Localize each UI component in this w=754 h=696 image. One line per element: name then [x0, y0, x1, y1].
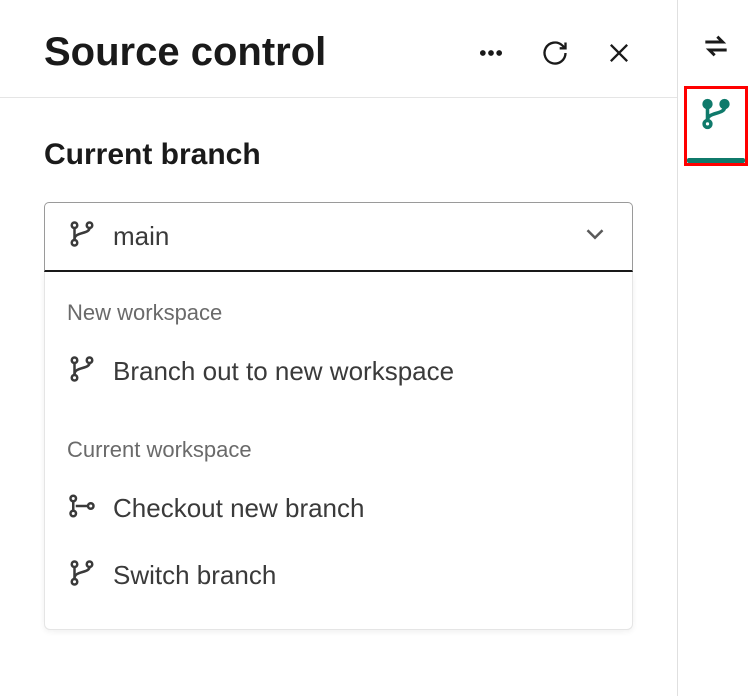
branch-dropdown[interactable]: main	[44, 202, 633, 272]
more-options-icon[interactable]	[477, 39, 505, 67]
menu-item-branch-out[interactable]: Branch out to new workspace	[45, 338, 632, 405]
right-rail	[678, 0, 754, 696]
branch-icon	[67, 558, 97, 593]
branch-icon	[67, 354, 97, 389]
sync-icon[interactable]	[700, 30, 732, 62]
source-control-rail-icon	[699, 97, 733, 136]
panel-title: Source control	[44, 30, 326, 75]
section-label: Current branch	[44, 138, 633, 172]
checkout-icon	[67, 491, 97, 526]
dropdown-left: main	[67, 219, 169, 254]
panel-content: Current branch main	[0, 98, 677, 670]
panel-header: Source control	[0, 0, 677, 98]
refresh-icon[interactable]	[541, 39, 569, 67]
dropdown-value: main	[113, 221, 169, 252]
menu-item-label: Branch out to new workspace	[113, 356, 454, 387]
menu-item-switch-branch[interactable]: Switch branch	[45, 542, 632, 609]
branch-icon	[67, 219, 97, 254]
close-icon[interactable]	[605, 39, 633, 67]
menu-item-label: Switch branch	[113, 560, 276, 591]
menu-section-current-workspace: Current workspace	[45, 425, 632, 475]
source-control-panel: Source control Cu	[0, 0, 678, 696]
menu-section-new-workspace: New workspace	[45, 288, 632, 338]
branch-dropdown-menu: New workspace Branch out to new workspac…	[44, 272, 633, 630]
rail-active-item[interactable]	[684, 86, 748, 166]
menu-item-label: Checkout new branch	[113, 493, 364, 524]
rail-active-underline	[687, 158, 745, 163]
menu-item-checkout-new-branch[interactable]: Checkout new branch	[45, 475, 632, 542]
header-actions	[477, 39, 633, 67]
chevron-down-icon	[580, 219, 610, 254]
